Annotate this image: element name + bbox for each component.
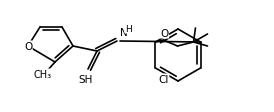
Text: N: N <box>120 28 128 38</box>
Text: O: O <box>24 42 32 52</box>
Text: SH: SH <box>79 74 93 84</box>
Text: Cl: Cl <box>158 74 169 84</box>
Text: O: O <box>160 29 169 39</box>
Text: CH₃: CH₃ <box>34 69 52 79</box>
Text: H: H <box>125 25 132 34</box>
